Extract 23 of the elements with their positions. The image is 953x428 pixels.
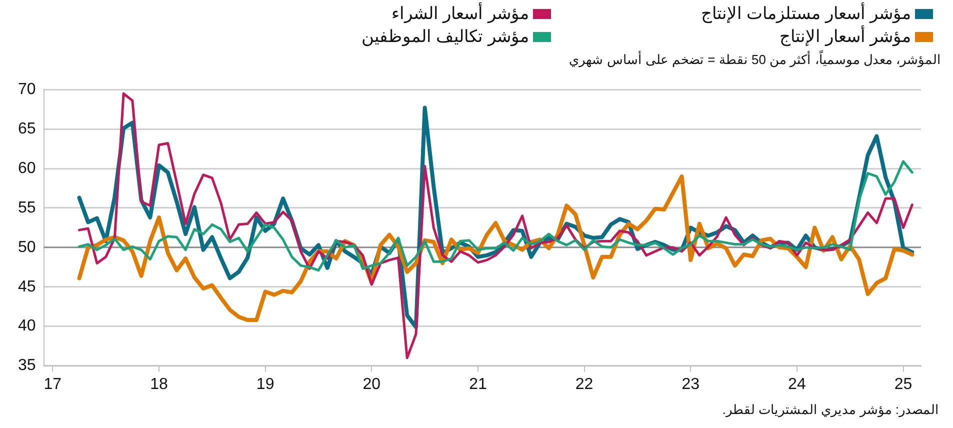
y-tick-label: 35 [18, 357, 36, 374]
y-tick-label: 70 [18, 81, 36, 98]
x-tick-label: 20 [362, 376, 381, 393]
y-tick-label: 45 [18, 278, 36, 296]
text: المصدر: مؤشر مديري المشتريات لقطر. [722, 402, 939, 417]
x-tick-label: 17 [44, 376, 62, 393]
x-tick-label: 24 [788, 376, 806, 393]
y-tick-label: 65 [18, 120, 36, 138]
chart-subtitle: المؤشر، معدل موسمياً، أكثر من 50 نقطة = تضخم على أساس شهري [569, 52, 941, 67]
x-tick-label: 22 [575, 376, 594, 393]
x-tick-label: 18 [150, 376, 168, 393]
y-tick-label: 55 [18, 199, 36, 216]
legend-label: مؤشر أسعار الشراء [391, 2, 529, 24]
y-tick-label: 40 [18, 318, 36, 335]
y-tick-label: 60 [18, 160, 36, 177]
legend-label: مؤشر تكاليف الموظفين [361, 26, 529, 48]
y-tick-label: 50 [18, 238, 36, 256]
x-tick-label: 19 [256, 376, 274, 393]
legend-label: مؤشر أسعار مستلزمات الإنتاج [700, 2, 911, 24]
x-tick-label: 21 [469, 376, 487, 393]
x-tick-label: 25 [894, 376, 912, 393]
legend-label: مؤشر أسعار الإنتاج [780, 26, 911, 48]
x-tick-label: 23 [682, 376, 700, 393]
